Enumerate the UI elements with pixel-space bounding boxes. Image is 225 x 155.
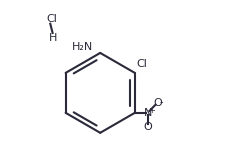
Text: +: +	[148, 106, 155, 115]
Text: O: O	[144, 122, 152, 132]
Text: Cl: Cl	[136, 60, 147, 69]
Text: -: -	[160, 97, 163, 107]
Text: O: O	[153, 98, 162, 108]
Text: H: H	[49, 33, 58, 43]
Text: Cl: Cl	[46, 14, 57, 24]
Text: N: N	[144, 108, 152, 118]
Text: H₂N: H₂N	[72, 42, 93, 52]
